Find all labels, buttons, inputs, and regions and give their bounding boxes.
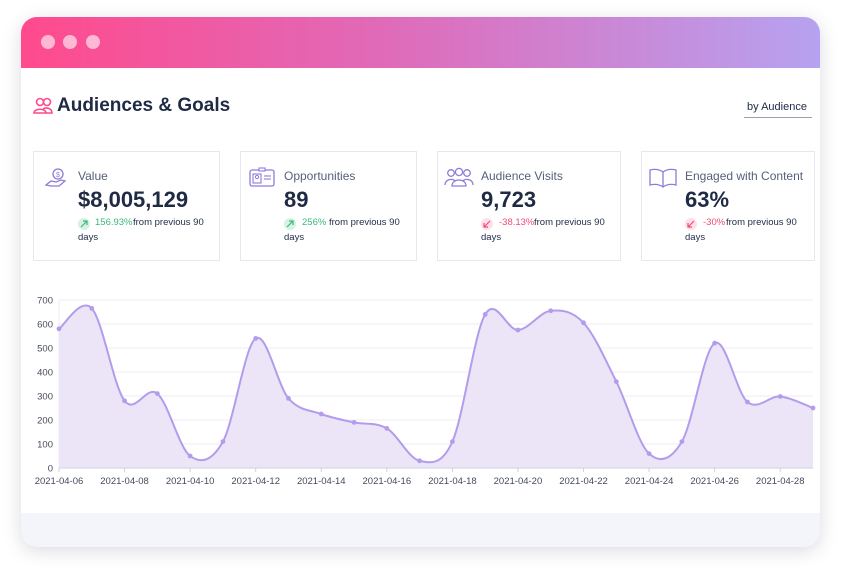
data-point: [417, 458, 423, 464]
compare-unit: days: [284, 232, 305, 243]
dropdown-label: by Audience: [747, 101, 807, 113]
y-tick-label: 700: [37, 296, 53, 307]
svg-text:$: $: [56, 172, 60, 179]
data-point: [384, 426, 390, 431]
y-tick-label: 500: [37, 344, 53, 355]
card-value: $8,005,129: [78, 187, 189, 212]
people-group-icon: [33, 97, 53, 114]
x-tick-label: 2021-04-08: [100, 476, 149, 487]
card-title: Engaged with Content: [685, 169, 804, 183]
y-tick-label: 200: [37, 416, 53, 427]
change-percent: 156.93%: [95, 217, 133, 228]
data-point: [712, 340, 718, 346]
data-point: [56, 326, 62, 332]
data-point: [482, 312, 488, 317]
compare-text: from previous 90: [329, 217, 400, 228]
app-window: Audiences & Goals by Audience $ Value $8…: [21, 17, 820, 547]
metric-card-opportunities[interactable]: Opportunities 89 256% from previous 90 d…: [240, 151, 417, 261]
x-tick-label: 2021-04-24: [625, 476, 674, 487]
compare-text: from previous 90: [534, 217, 605, 228]
x-tick-label: 2021-04-28: [756, 476, 805, 487]
y-tick-label: 100: [37, 440, 53, 451]
x-tick-label: 2021-04-26: [690, 476, 739, 487]
audience-dropdown[interactable]: by Audience: [744, 99, 812, 118]
visits-area-chart: 0 100 200 300 400 500 600 700 2021-04-06 2021-04-…: [35, 296, 816, 487]
series-line: [58, 304, 814, 464]
compare-unit: days: [685, 232, 706, 243]
y-tick-label: 600: [37, 320, 53, 331]
change-percent: -38.13%: [499, 217, 535, 228]
compare-unit: days: [481, 232, 502, 243]
trend-down-icon: [685, 218, 697, 230]
trend-up-icon: [78, 218, 90, 230]
card-title: Audience Visits: [481, 169, 563, 183]
data-point: [220, 439, 226, 444]
x-tick-label: 2021-04-06: [35, 476, 84, 487]
trend-up-icon: [284, 218, 296, 230]
card-value: 89: [284, 187, 309, 212]
x-tick-label: 2021-04-10: [166, 476, 215, 487]
data-point: [318, 411, 324, 417]
window-control-dot[interactable]: [63, 35, 77, 49]
x-tick-label: 2021-04-18: [428, 476, 477, 487]
data-point: [515, 327, 521, 333]
compare-text: from previous 90: [133, 217, 204, 228]
dashboard-content: Audiences & Goals by Audience $ Value $8…: [21, 68, 820, 513]
x-tick-label: 2021-04-16: [363, 476, 412, 487]
metric-card-engaged[interactable]: Engaged with Content 63% -30% from previ…: [641, 151, 815, 261]
card-value: 63%: [685, 187, 730, 212]
x-tick-label: 2021-04-12: [231, 476, 280, 487]
window-control-dot[interactable]: [41, 35, 55, 49]
data-point: [745, 399, 750, 405]
data-point: [679, 439, 685, 444]
data-point: [581, 320, 586, 326]
x-tick-label: 2021-04-14: [297, 476, 346, 487]
money-hand-icon: $: [45, 168, 67, 187]
data-point: [449, 439, 455, 444]
card-title: Opportunities: [284, 169, 356, 183]
window-control-dot[interactable]: [86, 35, 100, 49]
people-group-icon: [444, 167, 474, 187]
data-point: [154, 391, 160, 396]
metric-card-audience-visits[interactable]: Audience Visits 9,723 -38.13% from previ…: [437, 151, 621, 261]
x-tick-label: 2021-04-20: [494, 476, 543, 487]
change-percent: -30%: [703, 217, 726, 228]
y-tick-label: 400: [37, 368, 53, 379]
data-point: [253, 336, 259, 341]
data-point: [646, 451, 652, 456]
metric-card-value[interactable]: $ Value $8,005,129 156.93% from previous…: [33, 151, 220, 261]
open-book-icon: [649, 168, 677, 188]
x-tick-label: 2021-04-22: [559, 476, 608, 487]
y-tick-label: 0: [48, 464, 53, 475]
compare-unit: days: [78, 232, 99, 243]
data-point: [351, 420, 357, 425]
data-point: [810, 405, 816, 411]
series-area: [59, 305, 813, 468]
y-tick-label: 300: [37, 392, 53, 403]
data-point: [122, 398, 127, 404]
data-point: [613, 379, 619, 384]
window-titlebar: [21, 17, 820, 68]
change-percent: 256%: [302, 217, 327, 228]
compare-text: from previous 90: [726, 217, 797, 228]
data-point: [286, 396, 291, 401]
page-title: Audiences & Goals: [57, 95, 231, 116]
data-point: [548, 308, 554, 314]
data-point: [89, 306, 95, 311]
card-title: Value: [78, 169, 108, 183]
card-value: 9,723: [481, 187, 537, 212]
data-point: [777, 394, 783, 399]
id-card-icon: [249, 167, 275, 187]
data-point: [187, 453, 193, 459]
trend-down-icon: [481, 218, 493, 230]
